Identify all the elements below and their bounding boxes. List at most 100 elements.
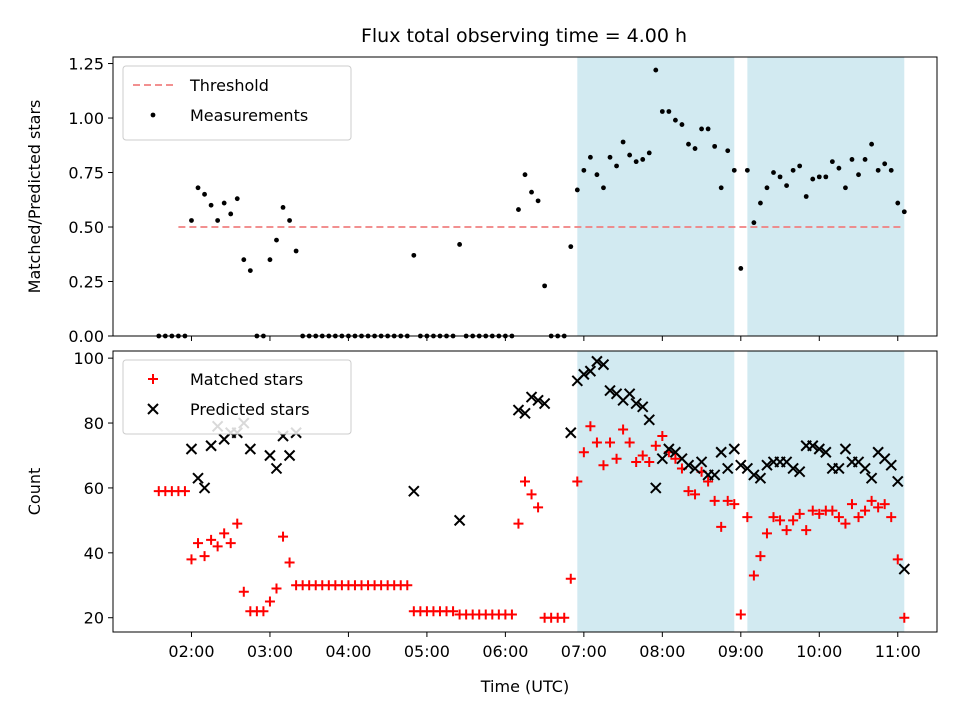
data-point (764, 185, 770, 191)
data-point (748, 570, 759, 581)
data-point (278, 531, 289, 542)
data-point (264, 449, 276, 462)
data-point (814, 508, 825, 519)
data-point (644, 456, 655, 467)
data-point (794, 508, 805, 519)
data-point (585, 421, 596, 432)
data-point (620, 139, 626, 145)
data-point (258, 606, 269, 617)
data-point (402, 580, 413, 591)
x-tick-label: 05:00 (404, 642, 450, 661)
legend-label: Threshold (189, 76, 269, 95)
data-point (591, 437, 602, 448)
x-tick-label: 04:00 (325, 642, 371, 661)
data-point (643, 414, 655, 426)
shaded-interval (747, 57, 905, 336)
legend: Matched stars Predicted stars (122, 359, 352, 435)
data-point (526, 489, 537, 500)
data-point (775, 515, 786, 526)
data-point (656, 453, 669, 465)
y-tick-label: 40 (84, 544, 104, 563)
data-point (875, 167, 881, 173)
data-point (195, 185, 201, 191)
legend-label: Predicted stars (190, 400, 310, 419)
data-point (516, 207, 521, 212)
data-point (895, 200, 901, 206)
data-point (624, 437, 635, 448)
data-point (601, 185, 606, 191)
data-point (618, 424, 629, 435)
data-point (705, 126, 711, 132)
data-point (777, 174, 783, 180)
data-point (859, 462, 871, 475)
data-point (673, 117, 678, 123)
data-point (506, 609, 517, 620)
x-tick-label: 10:00 (796, 642, 842, 661)
x-axis-label: Time (UTC) (480, 677, 569, 696)
data-point (742, 512, 753, 523)
x-tick-label: 03:00 (247, 642, 293, 661)
data-point (862, 157, 868, 162)
y-tick-label: 0.25 (68, 273, 104, 292)
y-tick-label: 100 (73, 349, 104, 368)
data-point (591, 355, 603, 368)
data-point (722, 462, 734, 475)
data-point (823, 174, 829, 180)
data-point (865, 472, 878, 484)
data-point (538, 397, 551, 410)
legend-swatch (148, 374, 158, 384)
data-point (633, 159, 639, 165)
data-point (192, 472, 204, 484)
y-axis-label: Count (25, 468, 44, 516)
data-point (587, 154, 593, 160)
data-point (457, 242, 463, 247)
y-tick-label: 0.00 (68, 327, 104, 346)
data-point (206, 534, 217, 545)
data-point (604, 384, 616, 397)
data-point (790, 167, 796, 173)
data-point (280, 204, 286, 210)
data-point (267, 257, 273, 263)
y-axis-label: Matched/Predicted stars (25, 100, 44, 294)
data-point (637, 450, 648, 461)
data-point (578, 447, 589, 458)
data-point (228, 211, 234, 217)
data-point (565, 573, 576, 584)
data-point (683, 486, 694, 497)
data-point (722, 495, 733, 506)
data-point (735, 609, 746, 620)
data-point (731, 167, 737, 173)
data-point (690, 489, 701, 500)
data-point (692, 146, 698, 151)
data-point (650, 482, 662, 494)
data-point (898, 563, 911, 575)
data-point (659, 109, 665, 114)
data-point (293, 248, 299, 254)
legend-swatch (150, 112, 156, 118)
data-point (836, 165, 842, 171)
data-point (185, 443, 198, 455)
data-point (735, 459, 747, 471)
data-point (542, 283, 548, 289)
data-point (535, 198, 541, 204)
data-point (594, 172, 600, 178)
data-point (186, 554, 197, 565)
legend-swatch (147, 403, 159, 415)
x-tick-label: 09:00 (718, 642, 764, 661)
data-point (532, 394, 544, 407)
data-point (234, 196, 240, 202)
data-point (882, 161, 888, 167)
data-point (611, 453, 622, 464)
data-point (748, 469, 760, 481)
data-point (768, 512, 779, 523)
data-point (899, 612, 910, 623)
figure-title: Flux total observing time = 4.00 h (361, 25, 687, 47)
legend-label: Measurements (190, 106, 308, 125)
data-point (682, 459, 695, 471)
x-tick-label: 02:00 (168, 642, 214, 661)
data-point (846, 499, 857, 510)
data-point (572, 476, 583, 487)
data-point (860, 505, 871, 516)
data-point (568, 244, 574, 250)
data-point (716, 521, 727, 532)
